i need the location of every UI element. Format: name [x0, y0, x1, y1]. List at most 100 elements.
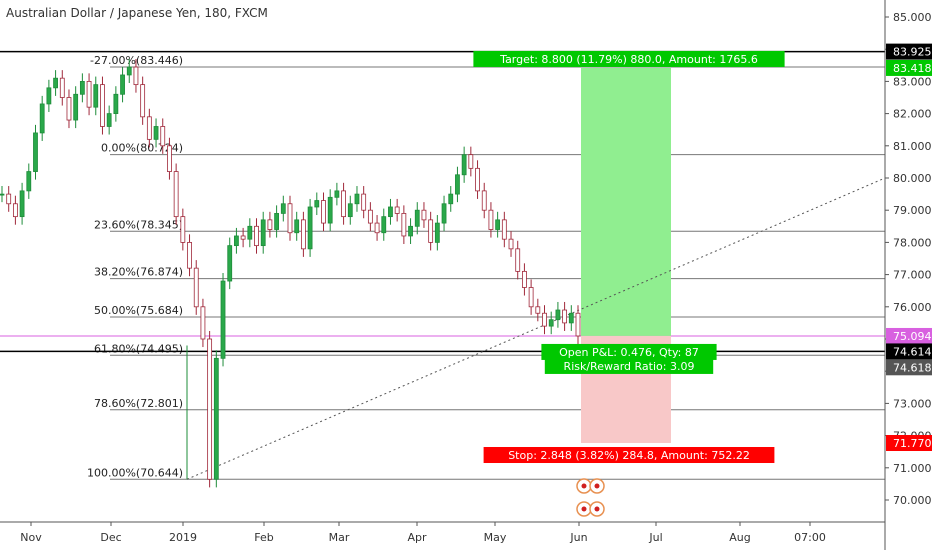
candle-body: [434, 222, 440, 243]
candle-body: [227, 245, 233, 282]
candle-body: [575, 312, 581, 337]
candle-body: [0, 193, 5, 196]
candle-body: [260, 219, 266, 247]
y-tick-label: 73.000: [893, 397, 932, 410]
candle-body: [254, 225, 259, 247]
price-tag: 74.618: [893, 361, 932, 374]
position-labels: Target: 8.800 (11.79%) 880.0, Amount: 17…: [473, 50, 785, 464]
fib-label: 38.20%(76.874): [94, 266, 183, 279]
stop-label-box: [483, 447, 775, 464]
candle-body: [120, 74, 125, 95]
candle-body: [522, 270, 527, 288]
x-tick-label: Aug: [729, 531, 750, 544]
candle-body: [79, 81, 85, 95]
chart-title: Australian Dollar / Japanese Yen, 180, F…: [6, 6, 268, 20]
candle-body: [59, 77, 65, 98]
candle-body: [488, 209, 494, 230]
candle-body: [247, 225, 253, 240]
x-tick-label: Feb: [254, 531, 273, 544]
candle-body: [394, 206, 400, 214]
rr-label-box: [544, 357, 714, 374]
candle-body: [187, 241, 192, 269]
price-tag-bg: [886, 435, 932, 452]
candle-body: [314, 200, 320, 208]
event-icons: [576, 478, 605, 517]
candle-body: [388, 206, 393, 218]
candle-body: [354, 193, 360, 205]
candle-body: [126, 66, 132, 76]
candle-body: [327, 196, 333, 224]
target-label: Target: 8.800 (11.79%) 880.0, Amount: 17…: [499, 53, 758, 66]
candle-body: [334, 190, 340, 198]
fib-label: -27.00%(83.446): [90, 54, 183, 67]
candle-body: [421, 209, 427, 221]
candle-body: [508, 238, 514, 250]
candle-body: [468, 154, 474, 169]
y-tick-label: 71.000: [893, 462, 932, 475]
price-tags: 83.925 83.418 75.094 74.614 74.618 71.770: [886, 43, 932, 452]
candle-body: [307, 206, 313, 250]
candle-body: [300, 219, 306, 250]
profit-zone: [581, 67, 671, 336]
price-tag: 83.925: [893, 46, 932, 59]
price-tag-bg: [886, 327, 932, 344]
candle-body: [53, 77, 58, 89]
candle-body: [361, 193, 367, 211]
x-tick-label: Nov: [20, 531, 42, 544]
rr-label: Risk/Reward Ratio: 3.09: [564, 360, 695, 373]
candle-body: [133, 66, 139, 86]
candle-body: [180, 216, 186, 243]
candle-body: [408, 225, 413, 237]
y-tick-label: 79.000: [893, 204, 932, 217]
candle-body: [441, 203, 447, 224]
candle-body: [193, 267, 199, 308]
candle-body: [481, 190, 487, 211]
candle-body: [294, 219, 300, 234]
y-tick-label: 80.000: [893, 172, 932, 185]
y-tick-label: 78.000: [893, 236, 932, 249]
price-tag-bg: [886, 343, 932, 360]
candle-body: [535, 306, 541, 314]
candle-body: [555, 309, 561, 321]
candle-body: [542, 312, 547, 327]
y-tick-label: 81.000: [893, 140, 932, 153]
price-tag: 75.094: [893, 330, 932, 343]
candle-body: [153, 126, 159, 140]
price-tag-bg: [886, 59, 932, 76]
event-dot-icon: [594, 483, 600, 489]
candle-body: [367, 209, 373, 224]
candle-body: [347, 203, 353, 218]
trendline: [186, 177, 886, 480]
time-axis: Nov Dec 2019 Feb Mar Apr May Jun Jul Aug 07:00: [0, 521, 885, 544]
candle-body: [381, 216, 387, 234]
fib-label: 78.60%(72.801): [94, 397, 183, 410]
candle-body: [341, 190, 346, 218]
candle-body: [495, 219, 501, 230]
price-tag-bg: [886, 359, 932, 376]
candle-body: [414, 209, 420, 227]
candle-body: [160, 126, 166, 147]
candle-body: [173, 171, 179, 218]
pnl-label-box: [541, 343, 717, 360]
x-tick-label: 2019: [169, 531, 197, 544]
candle-body: [274, 213, 280, 230]
y-tick-label: 70.000: [893, 494, 932, 507]
candle-body: [146, 116, 152, 140]
x-tick-label: Jun: [569, 531, 587, 544]
x-tick-label: Mar: [329, 531, 350, 544]
candle-body: [220, 280, 226, 359]
candle-body: [548, 319, 554, 327]
candle-body: [113, 93, 119, 114]
candle-body: [86, 81, 92, 108]
event-dot-icon: [581, 483, 587, 489]
event-dot-icon: [594, 506, 600, 512]
candle-body: [73, 93, 79, 121]
trendline: [186, 177, 886, 480]
target-label-box: [473, 50, 785, 67]
candle-body: [140, 84, 146, 118]
y-tick-label: 83.000: [893, 75, 932, 88]
fib-label: 23.60%(78.345): [94, 218, 183, 231]
candle-body: [106, 113, 112, 127]
candle-body: [213, 357, 219, 480]
